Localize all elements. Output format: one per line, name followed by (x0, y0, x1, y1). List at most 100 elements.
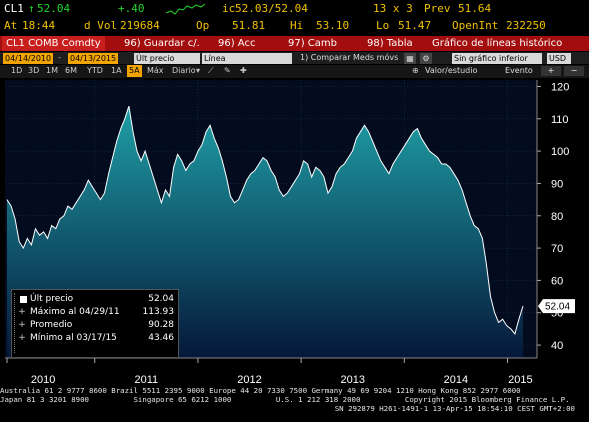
x-axis-ticks: 2010 2011 2012 2013 2014 2015 (6, 358, 533, 386)
end-date-field[interactable]: 04/13/2015 (68, 52, 119, 64)
range-5a[interactable]: 5A (127, 65, 142, 77)
actions-menu[interactable]: 96) Acc (218, 38, 256, 49)
legend-min-value: 43.46 (148, 333, 174, 343)
bid-ask: 52.03/52.04 (235, 2, 308, 15)
x-tick-label-2015: 2015 (508, 374, 532, 386)
legend-row-avg: + Promedio 90.28 (12, 319, 178, 332)
quote-header: CL1 ↑ 52.04 +.40 ic 52.03/52.04 13 x 3 P… (0, 0, 589, 36)
time-label: At (4, 19, 18, 32)
frequency-select[interactable]: Diario (172, 66, 196, 75)
legend-row-min: + Mínimo al 03/17/15 43.46 (12, 332, 178, 345)
table-button[interactable]: 98) Tabla (367, 38, 413, 49)
range-1a[interactable]: 1A (111, 66, 122, 75)
y-tick-label-90: 90 (551, 178, 563, 190)
draw-tool-icon[interactable]: ✎ (224, 66, 231, 75)
chart-title: Gráfico de líneas histórico (432, 38, 563, 49)
open-label: Op (196, 19, 210, 32)
legend-last-label: Últ precio (30, 294, 74, 304)
x-tick-label-2012: 2012 (237, 374, 261, 386)
chart-legend[interactable]: Últ precio 52.04 + Máximo al 04/29/11 11… (11, 289, 179, 358)
start-date-field[interactable]: 04/14/2010 (3, 52, 54, 64)
chart-toolbar: 04/14/2010 - 04/13/2015 Últ precio Línea… (0, 52, 589, 64)
legend-row-last: Últ precio 52.04 (12, 293, 178, 306)
open-interest-label: OpenInt (452, 19, 499, 32)
security-name[interactable]: CL1 COMB Comdty (2, 36, 105, 51)
frequency-dropdown-icon[interactable]: ▾ (196, 66, 201, 75)
y-tick-label-120: 120 (551, 81, 569, 93)
legend-avg-value: 90.28 (148, 320, 174, 330)
legend-max-label: Máximo al 04/29/11 (30, 307, 120, 317)
low-label: Lo (376, 19, 390, 32)
footer-line-3: SN 292879 H261-1491-1 13-Apr-15 18:54:10… (334, 404, 575, 413)
zoom-out-icon[interactable]: − (564, 66, 584, 76)
date-separator: - (58, 53, 61, 62)
lower-chart-select[interactable]: Sin gráfico inferior (452, 52, 542, 64)
quote-time: 18:44 (22, 19, 56, 32)
compare-button[interactable]: 1) Comparar Meds móvs (300, 53, 399, 62)
range-1d[interactable]: 1D (11, 66, 23, 75)
high-label: Hi (290, 19, 304, 32)
settings-icon[interactable]: ⚙ (420, 52, 432, 64)
field-select[interactable]: Últ precio (134, 52, 200, 64)
prev-label: Prev (424, 2, 451, 15)
line-tool-icon[interactable]: ⟋ (208, 66, 214, 75)
legend-min-label: Mínimo al 03/17/15 (30, 333, 117, 343)
command-bar: CL1 COMB Comdty 96) Guardar c/. 96) Acc … (0, 36, 589, 51)
y-tick-label-110: 110 (551, 114, 569, 126)
y-tick-label-40: 40 (551, 340, 563, 352)
save-button[interactable]: 96) Guardar c/. (124, 38, 200, 49)
currency-select[interactable]: USD (547, 52, 571, 64)
legend-avg-label: Promedio (30, 320, 73, 330)
zoom-in-icon[interactable]: + (541, 66, 561, 76)
crosshair-icon[interactable]: ⊕ (412, 66, 419, 75)
legend-handle-icon[interactable] (14, 293, 18, 353)
line-type-select[interactable]: Línea (202, 52, 292, 64)
daily-volume: 219684 (120, 19, 160, 32)
ic-label: ic (222, 2, 236, 15)
last-price: 52.04 (37, 2, 71, 15)
grid-icon[interactable]: ▦ (404, 52, 416, 64)
legend-max-value: 113.93 (142, 307, 175, 317)
legend-last-value: 52.04 (148, 294, 174, 304)
max-marker-icon: + (18, 307, 26, 317)
range-3d[interactable]: 3D (28, 66, 40, 75)
footer-line-1: Australia 61 2 9777 8600 Brazil 5511 239… (0, 386, 521, 395)
y-tick-label-60: 60 (551, 275, 563, 287)
x-tick-label-2011: 2011 (134, 374, 158, 386)
footer-line-2: Japan 81 3 3201 8900 Singapore 65 6212 1… (0, 395, 570, 404)
dvol-label: d Vol (84, 19, 118, 32)
value-study-button[interactable]: Valor/estudio (425, 66, 478, 75)
range-ytd[interactable]: YTD (87, 66, 103, 75)
last-price-square-icon (20, 296, 27, 303)
range-6m[interactable]: 6M (65, 66, 77, 75)
legend-row-max: + Máximo al 04/29/11 113.93 (12, 306, 178, 319)
x-tick-label-2014: 2014 (444, 374, 468, 386)
last-value-text: 52.04 (545, 302, 570, 313)
range-max[interactable]: Máx (147, 66, 164, 75)
x-tick-label-2013: 2013 (340, 374, 364, 386)
event-button[interactable]: Evento (505, 66, 533, 75)
ticker: CL1 (4, 2, 24, 15)
open-price: 51.81 (232, 19, 266, 32)
y-tick-label-80: 80 (551, 211, 563, 223)
y-tick-label-70: 70 (551, 243, 563, 255)
range-1m[interactable]: 1M (46, 66, 58, 75)
y-tick-label-100: 100 (551, 146, 569, 158)
annotation-tool-icon[interactable]: ✚ (240, 66, 247, 75)
sparkline-icon (166, 3, 206, 15)
min-marker-icon: + (18, 333, 26, 343)
up-arrow-icon: ↑ (28, 2, 35, 15)
range-toolbar: 1D 3D 1M 6M YTD 1A 5A Máx Diario ▾ ⟋ ✎ ✚… (0, 65, 589, 78)
change-menu[interactable]: 97) Camb (288, 38, 338, 49)
high-price: 53.10 (316, 19, 350, 32)
low-price: 51.47 (398, 19, 432, 32)
x-tick-label-2010: 2010 (31, 374, 55, 386)
price-change: +.40 (118, 2, 145, 15)
price-line (6, 105, 524, 335)
last-value-tag: 52.04 (538, 299, 575, 314)
prev-close: 51.64 (458, 2, 492, 15)
open-interest: 232250 (506, 19, 546, 32)
average-marker-icon: + (18, 320, 26, 330)
